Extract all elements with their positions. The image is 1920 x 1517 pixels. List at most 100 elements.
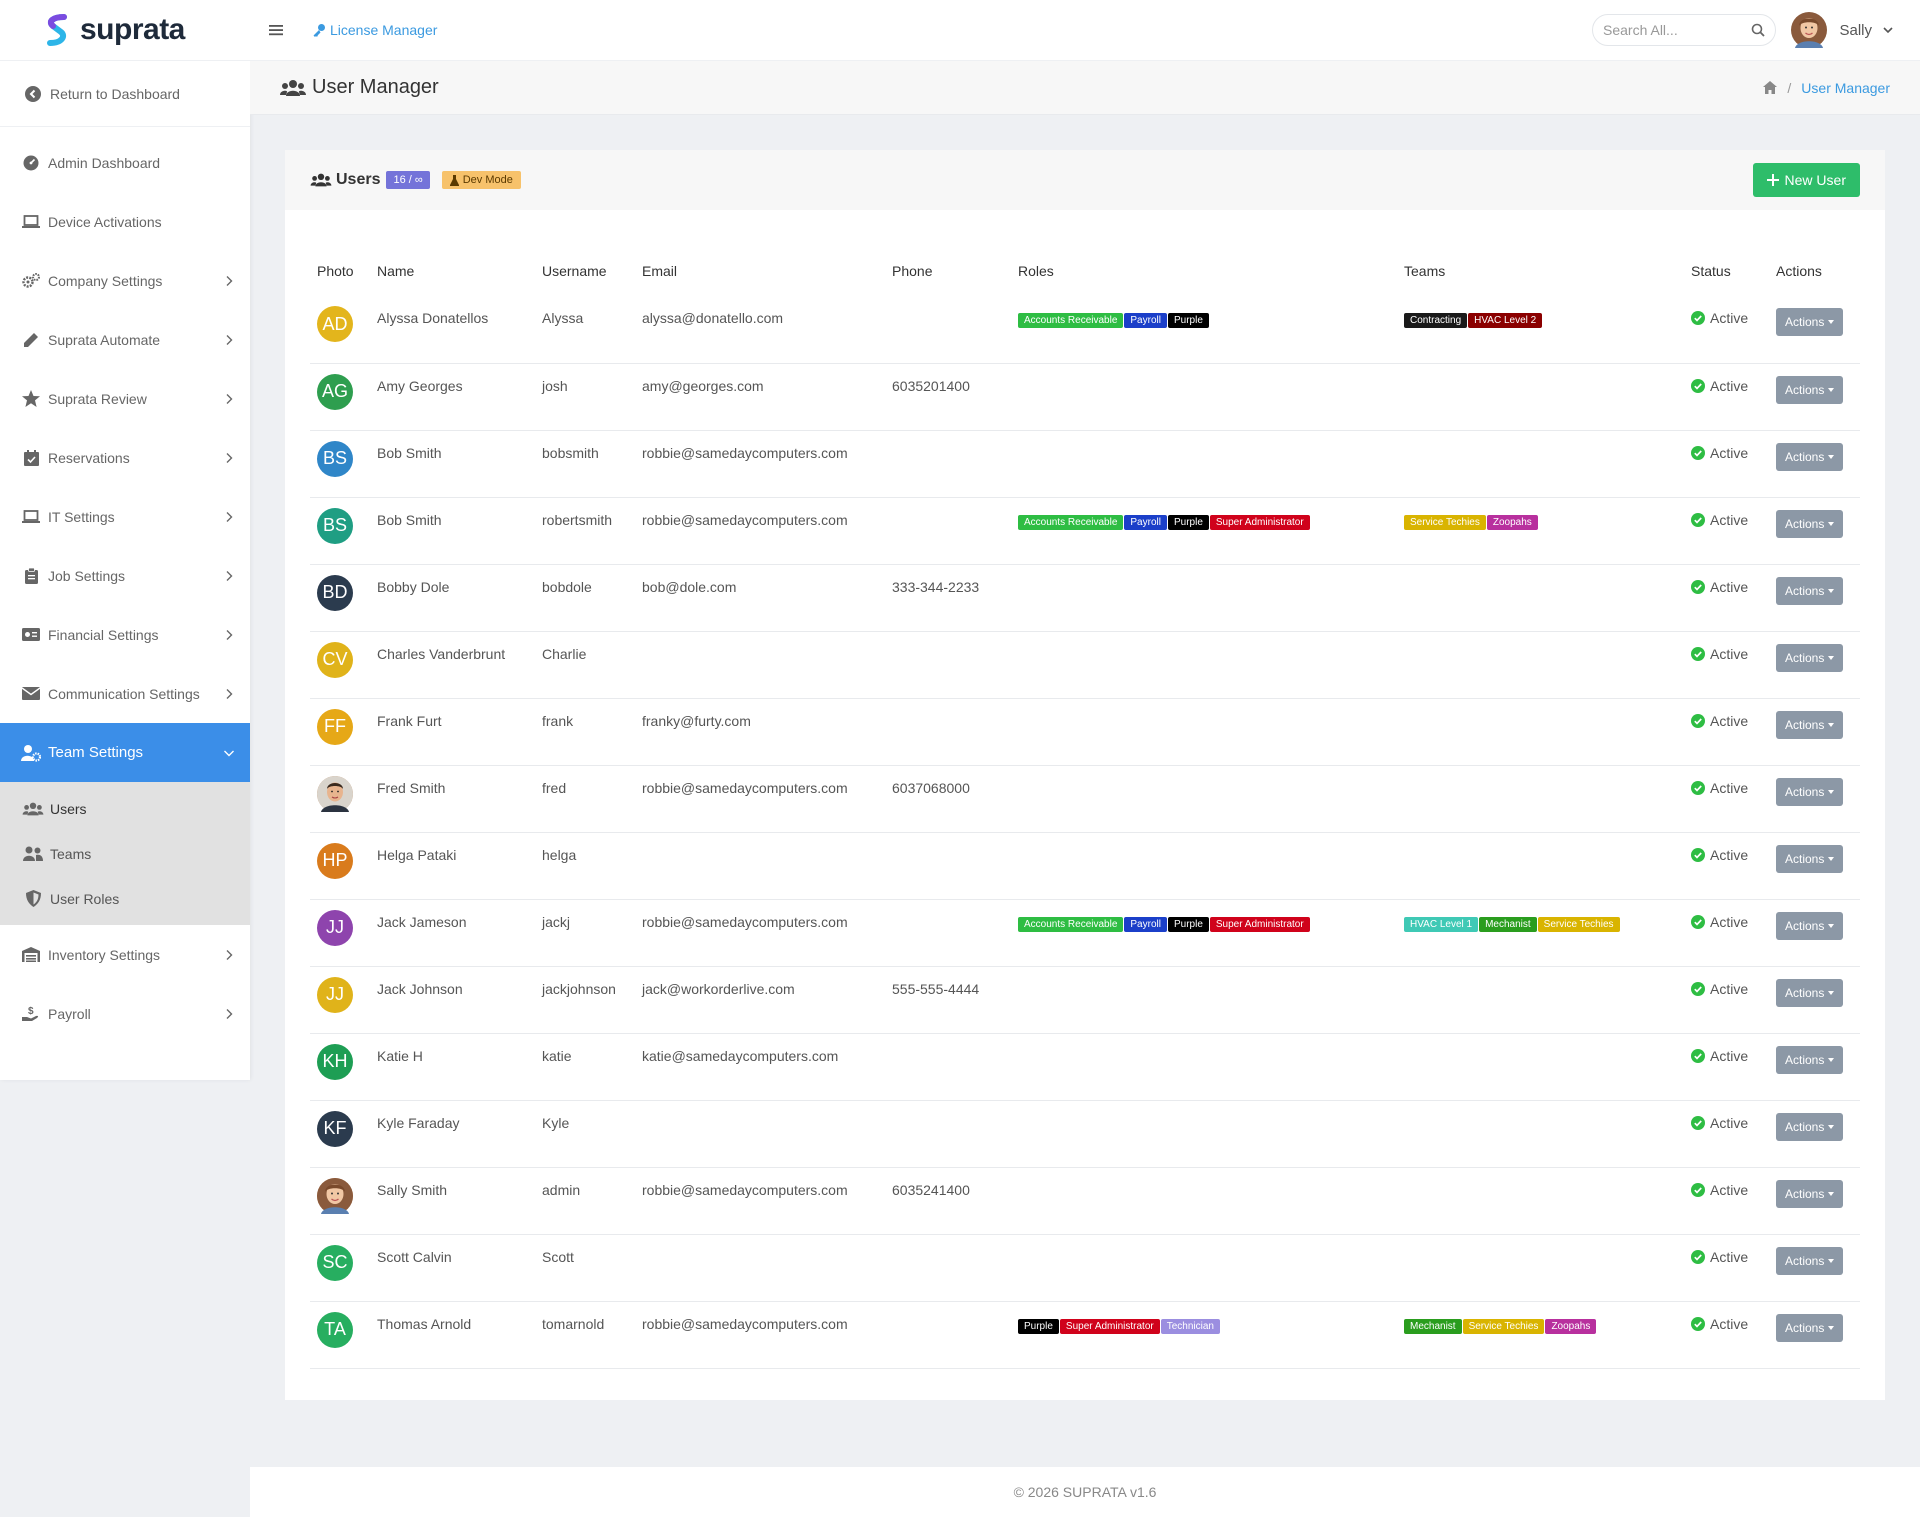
actions-cell: Actions	[1769, 497, 1860, 565]
sidebar-item-team-settings[interactable]: Team Settings	[0, 723, 250, 782]
roles-cell	[1011, 631, 1397, 699]
row-actions-button[interactable]: Actions	[1776, 911, 1844, 940]
row-actions-button[interactable]: Actions	[1776, 777, 1844, 806]
status-label: Active	[1710, 1181, 1749, 1198]
sidebar-item-inventory-settings[interactable]: Inventory Settings	[0, 925, 250, 984]
roles-cell	[1011, 1033, 1397, 1101]
roles-cell: Purple Super Administrator Technician	[1011, 1301, 1397, 1369]
sidebar-item-financial-settings[interactable]: Financial Settings	[0, 605, 250, 664]
phone-cell	[885, 1234, 1011, 1302]
name-cell: Amy Georges	[370, 363, 535, 431]
hamburger-menu-icon[interactable]	[266, 20, 286, 40]
topbar: License Manager Sally	[250, 0, 1920, 61]
sidebar-item-communication-settings[interactable]: Communication Settings	[0, 664, 250, 723]
new-user-button[interactable]: New User	[1752, 163, 1860, 197]
column-header-email: Email	[642, 263, 678, 279]
name-cell: Bob Smith	[370, 497, 535, 565]
name-cell: Scott Calvin	[370, 1234, 535, 1302]
status-label: Active	[1710, 1114, 1749, 1131]
team-badge: Service Techies	[1404, 514, 1486, 530]
row-actions-button[interactable]: Actions	[1776, 1179, 1844, 1208]
check-circle-icon	[1691, 1182, 1710, 1197]
username-cell: jackjohnson	[535, 966, 635, 1034]
submenu-item-user-roles[interactable]: User Roles	[0, 876, 250, 921]
row-actions-button[interactable]: Actions	[1776, 710, 1844, 739]
table-header-row: Photo Name Username Email Phone Roles Teams Sta…	[310, 246, 1860, 296]
check-circle-icon	[1691, 579, 1710, 594]
return-to-dashboard-link[interactable]: Return to Dashboard	[0, 61, 250, 127]
sidebar-item-label: Payroll	[48, 1005, 91, 1022]
sidebar-item-device-activations[interactable]: Device Activations	[0, 192, 250, 251]
chevron-down-icon[interactable]	[1882, 24, 1894, 36]
status-label: Active	[1710, 779, 1749, 796]
sidebar-item-company-settings[interactable]: Company Settings	[0, 251, 250, 310]
row-actions-button[interactable]: Actions	[1776, 1246, 1844, 1275]
roles-cell: Accounts Receivable Payroll Purple Super Ad…	[1011, 497, 1397, 565]
row-actions-button[interactable]: Actions	[1776, 978, 1844, 1007]
column-header-username: Username	[542, 263, 607, 279]
row-actions-button[interactable]: Actions	[1776, 1045, 1844, 1074]
row-actions-button[interactable]: Actions	[1776, 442, 1844, 471]
roles-cell	[1011, 765, 1397, 833]
role-badge: Payroll	[1124, 313, 1167, 328]
search-input[interactable]	[1603, 22, 1751, 38]
sidebar-item-payroll[interactable]: $ Payroll	[0, 984, 250, 1043]
svg-text:$: $	[28, 1006, 34, 1017]
table-row: TA Thomas Arnold tomarnold robbie@sameda…	[310, 1301, 1860, 1369]
status-badge: Active	[1691, 1182, 1769, 1198]
phone-cell	[885, 296, 1011, 364]
status-label: Active	[1710, 1248, 1749, 1265]
email-cell: robbie@samedaycomputers.com	[635, 430, 885, 498]
search-box	[1592, 14, 1776, 46]
sidebar-item-suprata-review[interactable]: Suprata Review	[0, 369, 250, 428]
sidebar-item-it-settings[interactable]: IT Settings	[0, 487, 250, 546]
table-row: BS Bob Smith bobsmith robbie@samedaycomp…	[310, 430, 1860, 498]
row-actions-button[interactable]: Actions	[1776, 375, 1844, 404]
teams-cell: Contracting HVAC Level 2	[1397, 296, 1684, 364]
photo-cell: SC	[310, 1234, 370, 1302]
phone-cell	[885, 698, 1011, 766]
actions-label: Actions	[1785, 1186, 1825, 1201]
status-badge: Active	[1691, 780, 1769, 796]
user-avatar-initials: BS	[317, 507, 353, 544]
status-label: Active	[1710, 377, 1749, 394]
license-manager-link[interactable]: License Manager	[312, 22, 437, 38]
row-actions-button[interactable]: Actions	[1776, 1313, 1844, 1342]
user-menu[interactable]: Sally	[1791, 12, 1894, 48]
chevron-right-icon	[222, 569, 236, 583]
brand-logo[interactable]: suprata	[0, 0, 250, 61]
sidebar-item-admin-dashboard[interactable]: Admin Dashboard	[0, 133, 250, 192]
sidebar-item-suprata-automate[interactable]: Suprata Automate	[0, 310, 250, 369]
home-icon[interactable]	[1763, 81, 1778, 94]
sidebar-item-label: Financial Settings	[48, 626, 159, 643]
row-actions-button[interactable]: Actions	[1776, 576, 1844, 605]
status-label: Active	[1710, 846, 1749, 863]
submenu-item-users[interactable]: Users	[0, 786, 250, 831]
name-cell: Sally Smith	[370, 1167, 535, 1235]
roles-cell	[1011, 363, 1397, 431]
row-actions-button[interactable]: Actions	[1776, 308, 1844, 336]
row-actions-button[interactable]: Actions	[1776, 844, 1844, 873]
row-actions-button[interactable]: Actions	[1776, 509, 1844, 538]
check-circle-icon	[1691, 646, 1710, 661]
sidebar-item-job-settings[interactable]: Job Settings	[0, 546, 250, 605]
status-label: Active	[1710, 1047, 1749, 1064]
sidebar-item-reservations[interactable]: Reservations	[0, 428, 250, 487]
search-icon[interactable]	[1751, 23, 1765, 37]
row-actions-button[interactable]: Actions	[1776, 1112, 1844, 1141]
status-label: Active	[1710, 511, 1749, 528]
row-actions-button[interactable]: Actions	[1776, 643, 1844, 672]
user-avatar[interactable]	[1791, 12, 1828, 48]
username-cell: frank	[535, 698, 635, 766]
laptop-icon	[20, 211, 42, 233]
gauge-icon	[20, 152, 42, 174]
email-cell: alyssa@donatello.com	[635, 296, 885, 364]
team-badge: HVAC Level 2	[1468, 313, 1543, 328]
submenu-item-teams[interactable]: Teams	[0, 831, 250, 876]
role-badge: Super Administrator	[1209, 514, 1310, 530]
roles-cell	[1011, 832, 1397, 900]
actions-cell: Actions	[1769, 1033, 1860, 1101]
breadcrumb-current[interactable]: User Manager	[1801, 79, 1890, 96]
actions-label: Actions	[1785, 918, 1825, 933]
photo-cell: HP	[310, 832, 370, 900]
